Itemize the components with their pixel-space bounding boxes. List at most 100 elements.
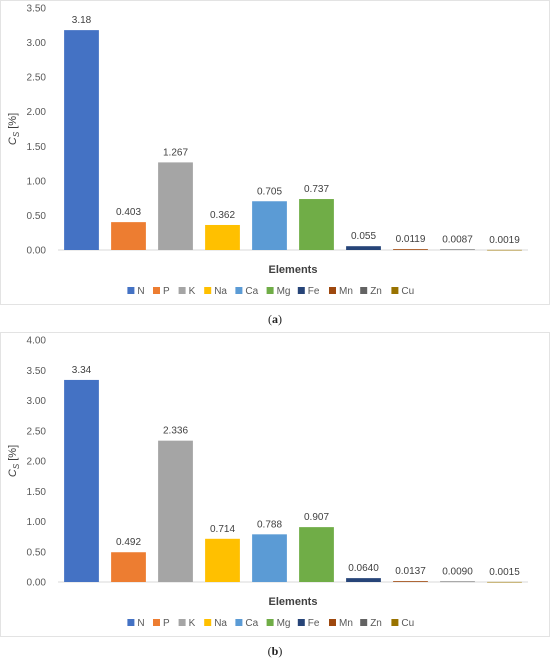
data-label-P-a: 0.403 xyxy=(116,207,141,218)
bar-N-a xyxy=(64,30,99,250)
data-label-N-a: 3.18 xyxy=(72,15,92,26)
y-tick-label-a-6: 3.00 xyxy=(27,38,47,49)
legend-label-Fe-a: Fe xyxy=(308,286,320,297)
legend-label-K-b: K xyxy=(189,618,196,629)
legend-label-P-a: P xyxy=(163,286,170,297)
legend-swatch-Mn-a xyxy=(329,287,336,294)
legend-label-Na-a: Na xyxy=(214,286,227,297)
legend-label-K-a: K xyxy=(189,286,196,297)
caption-letter-a: a xyxy=(272,312,278,326)
bar-Mn-a xyxy=(393,249,428,250)
bar-Cu-b xyxy=(487,581,522,583)
bar-Na-a xyxy=(205,224,240,250)
bar-chart-a: 0.00 0.50 1.00 1.50 2.00 2.50 3.00 3.50 CS [%] 3.… xyxy=(7,4,528,297)
legend-label-P-b: P xyxy=(163,618,170,629)
legend-swatch-N-a xyxy=(127,287,135,294)
bar-Cu-a xyxy=(487,249,522,251)
data-label-Ca-b: 0.788 xyxy=(257,519,282,530)
legend-swatch-Cu-a xyxy=(391,287,399,294)
bar-Fe-b xyxy=(346,578,381,582)
legend-swatch-Zn-b xyxy=(360,619,368,626)
y-tick-label-a-5: 2.50 xyxy=(27,73,47,84)
data-label-Na-b: 0.714 xyxy=(210,524,235,535)
y-tick-label-b-7: 3.50 xyxy=(27,366,47,377)
caption-b: (b) xyxy=(267,644,283,658)
data-label-Ca-a: 0.705 xyxy=(257,186,282,197)
y-tick-label-a-1: 0.50 xyxy=(27,211,47,222)
legend-label-Na-b: Na xyxy=(214,618,227,629)
data-label-Cu-b: 0.0015 xyxy=(489,567,520,578)
y-tick-label-a-4: 2.00 xyxy=(27,107,47,118)
bar-Mn-b xyxy=(393,581,428,582)
chart-panel-a: 0.00 0.50 1.00 1.50 2.00 2.50 3.00 3.50 CS [%] 3.… xyxy=(0,0,550,326)
legend-swatch-P-b xyxy=(153,619,160,626)
legend-swatch-N-b xyxy=(127,619,135,626)
y-tick-label-a-7: 3.50 xyxy=(27,4,47,15)
data-label-Mn-b: 0.0137 xyxy=(395,566,426,577)
y-tick-label-b-3: 1.50 xyxy=(27,487,47,498)
legend-swatch-Na-a xyxy=(204,287,212,294)
y-axis-title-a: CS [%] xyxy=(7,113,21,145)
bar-Ca-b xyxy=(252,534,287,582)
data-label-Zn-b: 0.0090 xyxy=(442,566,473,577)
bar-Fe-a xyxy=(346,246,381,250)
data-label-Mn-a: 0.0119 xyxy=(396,234,426,245)
legend-swatch-Fe-a xyxy=(297,287,305,294)
legend-label-Mn-a: Mn xyxy=(339,286,353,297)
data-label-Fe-a: 0.055 xyxy=(351,231,376,242)
y-tick-label-a-3: 1.50 xyxy=(27,142,47,153)
y-tick-label-a-2: 1.00 xyxy=(27,176,47,187)
data-label-Mg-b: 0.907 xyxy=(304,512,329,523)
x-axis-title-b: Elements xyxy=(269,596,318,608)
legend-swatch-Ca-b xyxy=(235,619,243,626)
y-tick-label-b-6: 3.00 xyxy=(27,396,47,407)
y-tick-label-b-8: 4.00 xyxy=(27,336,47,347)
y-tick-label-b-2: 1.00 xyxy=(27,517,47,528)
y-axis-title-b: CS [%] xyxy=(7,445,21,477)
y-tick-label-b-5: 2.50 xyxy=(27,426,47,437)
y-tick-label-a-0: 0.00 xyxy=(27,246,47,257)
legend-label-N-b: N xyxy=(137,618,144,629)
legend-label-Cu-b: Cu xyxy=(401,618,414,629)
bar-N-b xyxy=(64,379,99,582)
legend-label-Fe-b: Fe xyxy=(308,618,320,629)
bar-P-b xyxy=(111,552,146,582)
caption-letter-b: b xyxy=(271,644,279,658)
y-tick-label-b-1: 0.50 xyxy=(27,547,47,558)
data-label-Mg-a: 0.737 xyxy=(304,184,329,195)
legend-label-Zn-a: Zn xyxy=(370,286,382,297)
legend-label-Mg-b: Mg xyxy=(277,618,291,629)
legend-label-Mg-a: Mg xyxy=(277,286,291,297)
bar-Zn-a xyxy=(440,249,475,250)
bar-K-b xyxy=(158,440,193,582)
legend-label-Ca-a: Ca xyxy=(245,286,258,297)
bar-Mg-a xyxy=(299,199,334,250)
data-label-N-b: 3.34 xyxy=(72,365,92,376)
legend-swatch-Ca-a xyxy=(235,287,243,294)
y-tick-label-b-0: 0.00 xyxy=(27,578,47,589)
legend-swatch-Mn-b xyxy=(329,619,336,626)
chart-panel-b: 0.00 0.50 1.00 1.50 2.00 2.50 3.00 3.50 4.00 CS [… xyxy=(0,332,550,664)
bar-Ca-a xyxy=(252,201,287,250)
legend-swatch-Zn-a xyxy=(360,287,368,294)
data-label-Cu-a: 0.0019 xyxy=(489,235,520,246)
legend-label-Ca-b: Ca xyxy=(245,618,258,629)
legend-swatch-Mg-b xyxy=(266,619,274,626)
data-label-P-b: 0.492 xyxy=(116,537,141,548)
bar-Mg-b xyxy=(299,527,334,582)
y-tick-label-b-4: 2.00 xyxy=(27,457,47,468)
data-label-Fe-b: 0.0640 xyxy=(348,563,379,574)
legend-swatch-P-a xyxy=(153,287,160,294)
legend-label-N-a: N xyxy=(137,286,144,297)
legend-label-Mn-b: Mn xyxy=(339,618,353,629)
legend-swatch-Na-b xyxy=(204,619,212,626)
data-label-K-b: 2.336 xyxy=(163,426,188,437)
legend-swatch-Cu-b xyxy=(391,619,399,626)
legend-label-Zn-b: Zn xyxy=(370,618,382,629)
data-label-Na-a: 0.362 xyxy=(210,210,235,221)
caption-a: (a) xyxy=(268,312,282,326)
data-label-K-a: 1.267 xyxy=(163,147,188,158)
legend-swatch-K-a xyxy=(178,287,186,294)
bar-K-a xyxy=(158,162,193,250)
bar-Zn-b xyxy=(440,581,475,583)
